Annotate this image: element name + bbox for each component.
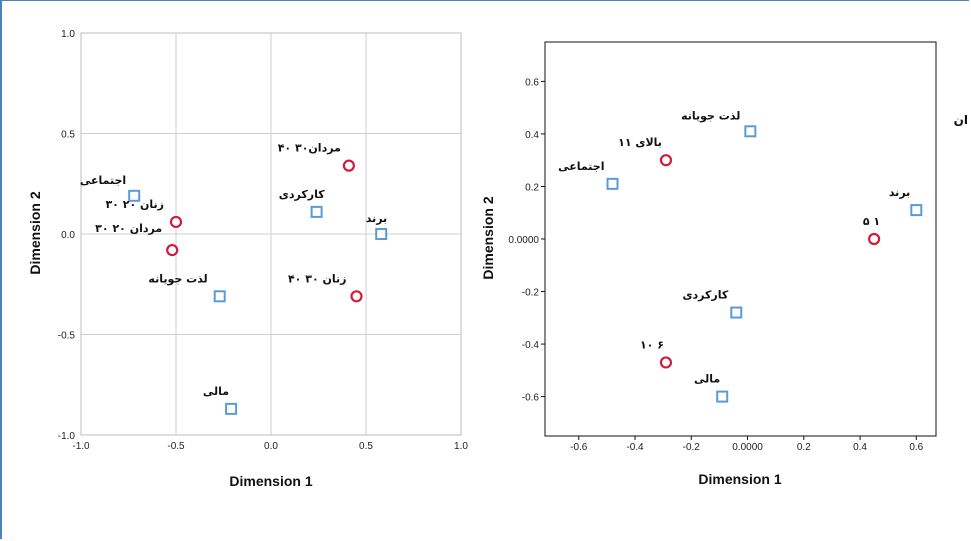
right-point-label: لذت جویانه [681, 109, 740, 122]
right-category-point [716, 390, 729, 403]
left-point-label: اجتماعی [80, 174, 126, 187]
right-point-label: ۶ ۱۰ [640, 338, 664, 351]
left-plot-border [80, 32, 462, 436]
right-x-tick-label: 0.0000 [732, 442, 763, 453]
right-x-tick-label: 0.6 [909, 442, 923, 453]
left-group-point [342, 159, 355, 172]
right-point-label: اجتماعی [558, 160, 604, 173]
left-point-label: مالی [203, 385, 229, 398]
right-point-label: برند [889, 186, 910, 199]
left-point-label: لذت جویانه [148, 272, 207, 285]
right-x-tick-label: -0.4 [626, 442, 644, 453]
right-group-point [659, 356, 673, 369]
left-y-tick-label: -0.5 [58, 331, 76, 342]
left-group-point [166, 243, 179, 257]
right-category-point [744, 125, 757, 138]
left-point-label: کارکردی [279, 188, 325, 201]
right-point-label: مالی [694, 373, 720, 386]
left-point-label: مردان۳۰ ۴۰ [278, 142, 341, 155]
right-point-label: کارکردی [682, 289, 728, 302]
left-plot-area: -1.0 -0.5 0.0 0.5 1.0 1.0 0.5 0.0 -0.5 -1.0 [58, 29, 469, 452]
left-category-point [310, 205, 323, 218]
left-y-tick-label: 0.0 [61, 230, 75, 241]
left-y-axis-title: Dimension 2 [27, 191, 43, 274]
left-x-tick-label: 0.5 [359, 441, 373, 452]
left-y-tick-label: 0.5 [61, 130, 75, 141]
right-y-tick-label: -0.6 [522, 393, 540, 404]
left-x-tick-label: 1.0 [454, 441, 468, 452]
left-points: اجتماعی کارکردی برند لذت جویانه مالی مردان۳۰ … [80, 142, 388, 415]
right-y-tick-label: 0.6 [525, 77, 539, 88]
right-chart: Dimension 1 Dimension 2 ان -0.6 -0.4 -0.2 0… [480, 41, 968, 487]
left-y-tick-label: 1.0 [61, 29, 75, 40]
right-y-tick-label: -0.4 [522, 340, 540, 351]
left-category-point [128, 189, 141, 202]
left-x-tick-label: -0.5 [167, 441, 185, 452]
right-y-axis-title: Dimension 2 [480, 196, 496, 279]
right-x-tick-label: 0.2 [797, 442, 811, 453]
left-y-tick-label: -1.0 [58, 431, 76, 442]
right-plot-area: -0.6 -0.4 -0.2 0.0000 0.2 0.4 0.6 0.6 0.4 0.2 0.00… [508, 41, 937, 453]
left-x-tick-label: 0.0 [264, 441, 278, 452]
right-points: لذت جویانه اجتماعی برند کارکردی مالی بالای ۱۱… [558, 109, 923, 403]
right-y-tick-label: 0.2 [525, 182, 539, 193]
left-category-point [225, 402, 238, 415]
right-category-point [730, 306, 743, 319]
right-y-tick-label: 0.4 [525, 130, 539, 141]
right-point-label: ۱ ۵ [863, 215, 880, 228]
left-point-label: مردان ۲۰ ۳۰ [95, 222, 162, 235]
left-point-label: برند [366, 212, 387, 225]
left-chart: Dimension 1 Dimension 2 -1.0 -0.5 0.0 0.5 1.… [27, 29, 468, 489]
left-point-label: زنان ۲۰ ۳۰ [105, 198, 164, 211]
left-point-label: زنان ۳۰ ۴۰ [288, 272, 347, 285]
right-x-tick-label: -0.6 [570, 442, 588, 453]
right-x-axis-title: Dimension 1 [698, 471, 781, 487]
left-category-point [375, 228, 388, 240]
right-x-tick-label: 0.4 [853, 442, 867, 453]
right-y-tick-label: 0.0000 [508, 235, 539, 246]
right-category-point [606, 177, 619, 190]
right-category-point [910, 204, 923, 217]
right-x-tick-label: -0.2 [683, 442, 701, 453]
right-point-label: بالای ۱۱ [618, 136, 662, 149]
left-group-point [350, 290, 363, 303]
left-group-point [169, 215, 183, 229]
stray-annotation: ان [954, 113, 968, 127]
left-x-tick-label: -1.0 [72, 441, 90, 452]
right-group-point [868, 232, 881, 246]
left-x-axis-title: Dimension 1 [229, 473, 312, 489]
left-category-point [213, 290, 226, 303]
right-y-tick-label: -0.2 [522, 288, 540, 299]
right-group-point [659, 154, 673, 167]
